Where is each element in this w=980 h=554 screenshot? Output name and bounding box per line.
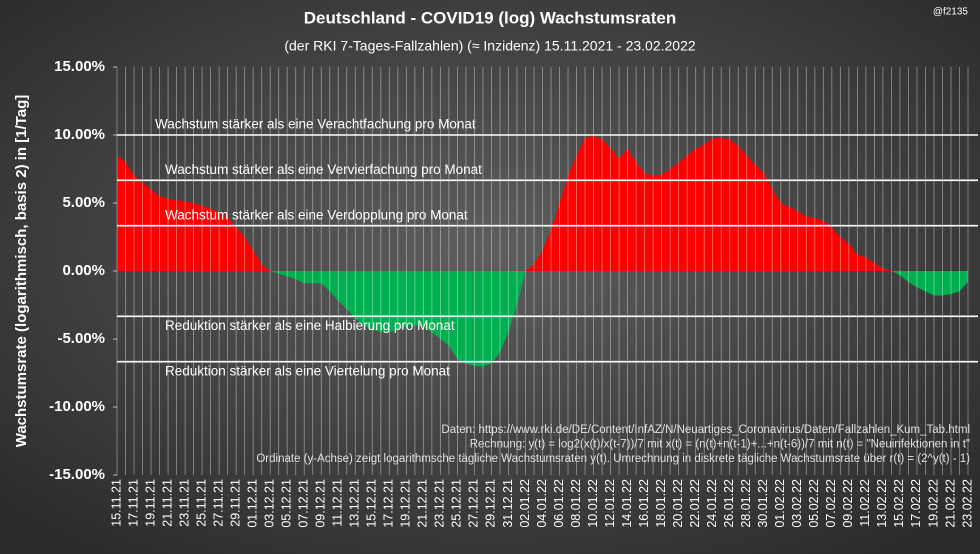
x-tick-label: 19.11.21 [143, 479, 157, 527]
x-tick-label: 07.12.21 [297, 479, 311, 528]
x-tick-label: 05.02.22 [807, 479, 821, 528]
x-tick-label: 01.12.21 [245, 479, 259, 528]
x-tick-label: 30.01.22 [756, 479, 770, 528]
y-tick-label: 0.00% [62, 262, 105, 279]
x-tick-label: 31.12.21 [501, 479, 515, 528]
x-tick-label: 29.12.21 [484, 479, 498, 528]
x-tick-label: 23.11.21 [177, 479, 191, 527]
x-tick-label: 17.11.21 [126, 479, 140, 527]
x-tick-label: 27.12.21 [467, 479, 481, 528]
x-tick-label: 16.01.22 [637, 479, 651, 528]
x-tick-label: 03.02.22 [790, 479, 804, 528]
x-tick-label: 06.01.22 [552, 479, 566, 528]
y-tick-label: 5.00% [62, 194, 105, 211]
x-tick-label: 19.02.22 [926, 479, 940, 528]
x-tick-label: 15.12.21 [365, 479, 379, 528]
x-tick-label: 22.01.22 [688, 479, 702, 528]
reference-label: Wachstum stärker als eine Vervierfachung… [165, 162, 482, 177]
y-tick-label: 10.00% [54, 126, 105, 143]
x-tick-label: 17.02.22 [909, 479, 923, 528]
y-tick-label: -10.00% [49, 398, 105, 415]
y-tick-label: -5.00% [57, 330, 105, 347]
x-tick-label: 14.01.22 [620, 479, 634, 528]
x-tick-label: 10.01.22 [586, 479, 600, 528]
x-tick-label: 04.01.22 [535, 479, 549, 528]
x-tick-label: 11.02.22 [858, 479, 872, 527]
x-tick-label: 21.02.22 [943, 479, 957, 528]
x-tick-label: 27.11.21 [211, 479, 225, 527]
x-tick-label: 20.01.22 [671, 479, 685, 528]
x-tick-label: 08.01.22 [569, 479, 583, 528]
note: Daten: https://www.rki.de/DE/Content/Inf… [441, 424, 970, 436]
x-tick-label: 29.11.21 [228, 479, 242, 527]
chart-subtitle: (der RKI 7-Tages-Fallzahlen) (≈ Inzidenz… [284, 38, 696, 54]
x-tick-label: 21.11.21 [160, 479, 174, 527]
x-tick-label: 25.12.21 [450, 479, 464, 528]
x-tick-label: 23.02.22 [960, 479, 974, 528]
x-tick-label: 15.02.22 [892, 479, 906, 528]
y-tick-label: 15.00% [54, 58, 105, 75]
x-tick-label: 13.12.21 [348, 479, 362, 528]
x-tick-label: 03.12.21 [262, 479, 276, 528]
x-tick-label: 24.01.22 [705, 479, 719, 528]
x-tick-label: 01.02.22 [773, 479, 787, 528]
y-axis-label: Wachstumsrate (logarithmisch, basis 2) i… [13, 95, 30, 448]
x-tick-label: 09.02.22 [841, 479, 855, 528]
y-tick-label: -15.00% [49, 466, 105, 483]
x-tick-label: 07.02.22 [824, 479, 838, 528]
author: @f2135 [933, 7, 969, 18]
x-tick-label: 28.01.22 [739, 479, 753, 528]
x-tick-label: 13.02.22 [875, 479, 889, 528]
x-tick-label: 23.12.21 [433, 479, 447, 528]
x-tick-label: 25.11.21 [194, 479, 208, 527]
positive-area [117, 136, 968, 271]
chart-title: Deutschland - COVID19 (log) Wachstumsrat… [304, 8, 676, 27]
x-tick-label: 17.12.21 [382, 479, 396, 528]
x-tick-label: 15.11.21 [109, 479, 123, 527]
x-tick-label: 02.01.22 [518, 479, 532, 528]
reference-label: Reduktion stärker als eine Viertelung pr… [165, 363, 450, 378]
note: Rechnung: y(t) = log2(x(t)/x(t-7))/7 mit… [470, 439, 970, 451]
x-tick-label: 09.12.21 [314, 479, 328, 528]
x-tick-label: 12.01.22 [603, 479, 617, 528]
x-tick-label: 21.12.21 [416, 479, 430, 528]
reference-label: Wachstum stärker als eine Verdopplung pr… [165, 207, 468, 222]
note: Ordinate (y-Achse) zeigt logarithmsche t… [256, 453, 970, 465]
x-tick-label: 26.01.22 [722, 479, 736, 528]
reference-label: Reduktion stärker als eine Halbierung pr… [165, 318, 455, 333]
x-tick-label: 19.12.21 [399, 479, 413, 528]
x-tick-label: 18.01.22 [654, 479, 668, 528]
x-tick-label: 11.12.21 [331, 479, 345, 527]
x-tick-label: 05.12.21 [279, 479, 293, 528]
reference-label: Wachstum stärker als eine Verachtfachung… [155, 117, 476, 132]
